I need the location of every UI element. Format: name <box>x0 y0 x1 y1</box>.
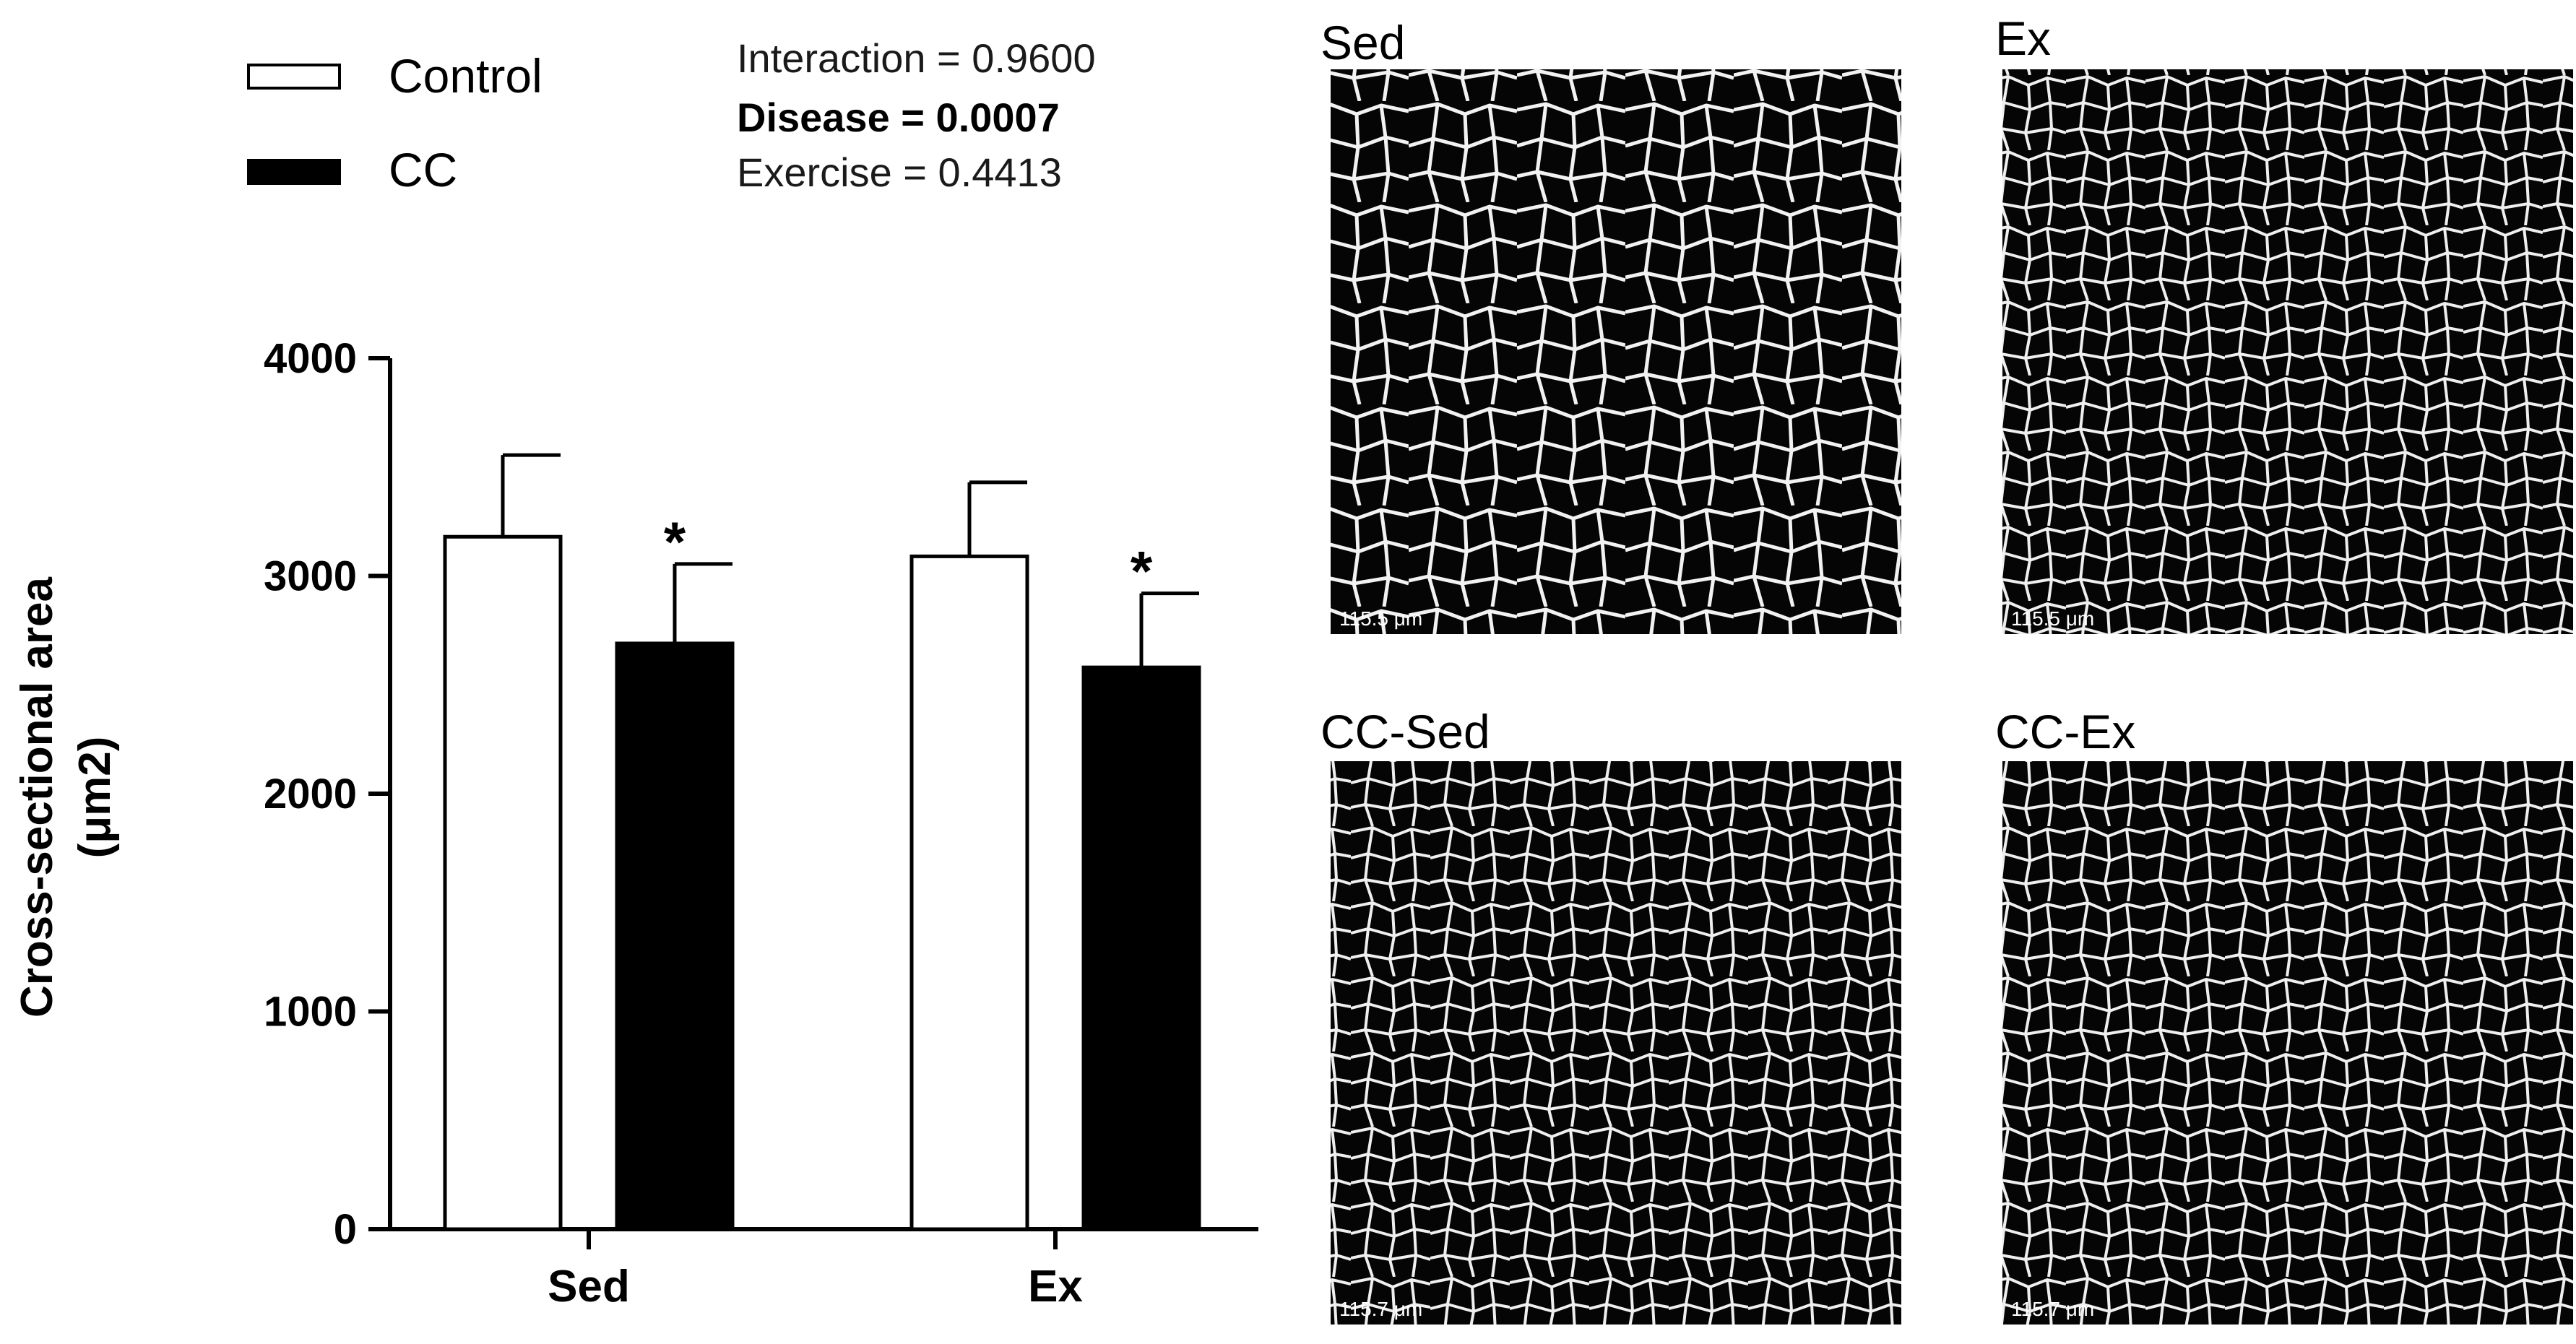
micrograph-ex: Ex 115.5 μm <box>1995 12 2573 634</box>
micrograph-image-ex <box>2002 69 2573 634</box>
y-tick-label: 3000 <box>264 553 357 600</box>
micrograph-image-cc-ex <box>2002 761 2573 1325</box>
bar-cc-ex <box>1081 665 1201 1231</box>
bar-control-ex <box>909 554 1029 1231</box>
stat-interaction: Interaction = 0.9600 <box>737 35 1096 81</box>
x-tick-label: Sed <box>548 1262 630 1312</box>
y-axis-title-line2: (μm2) <box>70 737 120 859</box>
scale-bar-label-ex: 115.5 μm <box>2011 607 2094 630</box>
stats-block: Interaction = 0.9600 Disease = 0.0007 Ex… <box>737 35 1096 195</box>
significance-marker: * <box>664 510 686 573</box>
y-tick-label: 4000 <box>264 335 357 382</box>
bar-control-sed <box>443 534 563 1231</box>
scale-bar-label-sed: 115.5 μm <box>1339 607 1422 630</box>
micrograph-title-ex: Ex <box>1995 12 2051 65</box>
legend-swatch-cc <box>247 159 341 185</box>
y-axis-title-line1: Cross-sectional area <box>12 577 62 1018</box>
scale-bar-label-cc-sed: 115.7 μm <box>1339 1298 1422 1320</box>
plot-area: 0 1000 2000 3000 4000 * Sed * Ex <box>264 335 1258 1312</box>
scale-bar-label-cc-ex: 115.7 μm <box>2011 1298 2094 1320</box>
significance-marker: * <box>1131 539 1153 603</box>
legend-label-control: Control <box>389 49 543 103</box>
micrograph-title-cc-sed: CC-Sed <box>1321 705 1490 758</box>
x-tick-label: Ex <box>1028 1262 1083 1312</box>
micrograph-image-cc-sed <box>1331 761 1901 1325</box>
micrograph-cc-sed: CC-Sed 115.7 μm <box>1321 705 1901 1325</box>
y-tick-label: 2000 <box>264 771 357 818</box>
y-tick-label: 0 <box>334 1206 357 1253</box>
micrograph-sed: Sed 115.5 μm <box>1321 16 1901 634</box>
stat-disease: Disease = 0.0007 <box>737 95 1060 140</box>
legend-label-cc: CC <box>389 143 457 196</box>
micrograph-cc-ex: CC-Ex 115.7 μm <box>1995 705 2573 1325</box>
micrograph-title-sed: Sed <box>1321 16 1405 69</box>
stat-exercise: Exercise = 0.4413 <box>737 149 1062 195</box>
micrograph-title-cc-ex: CC-Ex <box>1995 705 2135 758</box>
bar-cc-sed <box>615 641 735 1231</box>
y-tick-label: 1000 <box>264 989 357 1036</box>
micrograph-image-sed <box>1331 69 1901 634</box>
legend: Control CC <box>247 49 543 196</box>
legend-swatch-control <box>247 64 341 90</box>
